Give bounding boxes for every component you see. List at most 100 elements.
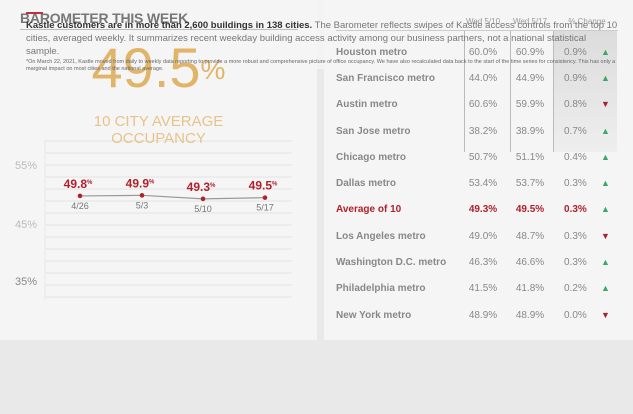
table-row: Houston metro 60.0% 60.9% 0.9% ▲ (324, 47, 633, 67)
data-label: 49.3% (187, 180, 216, 194)
value-5-10: 48.9% (468, 310, 498, 321)
data-point (200, 196, 206, 202)
table-row: Washington D.C. metro 46.3% 46.6% 0.3% ▲ (324, 257, 633, 277)
metro-name: New York metro (336, 310, 412, 321)
value-5-10: 44.0% (468, 73, 498, 84)
y-tick-label: 35% (15, 276, 37, 288)
footnote: *On March 22, 2021, Kastle moved from da… (26, 59, 616, 72)
series-line (79, 194, 266, 200)
change-value: 0.2% (564, 283, 587, 294)
table-row: Austin metro 60.6% 59.9% 0.8% ▼ (324, 99, 633, 119)
data-label-value: 49.8 (64, 177, 88, 191)
metro-name: San Jose metro (336, 126, 411, 137)
value-5-17: 53.7% (515, 178, 545, 189)
value-5-17: 51.1% (515, 152, 545, 163)
table-row: Dallas metro 53.4% 53.7% 0.3% ▲ (324, 178, 633, 198)
big-value: 49.5 (91, 36, 201, 99)
arrow-up-icon: ▲ (601, 283, 610, 293)
data-label-unit: % (149, 179, 155, 185)
arrow-up-icon: ▲ (601, 257, 610, 267)
change-value: 0.3% (564, 204, 587, 215)
col-divider (464, 31, 465, 152)
col-divider (553, 31, 554, 152)
col-divider (510, 31, 511, 152)
metro-name: San Francisco metro (336, 73, 435, 84)
value-5-10: 53.4% (468, 178, 498, 189)
occupancy-line-chart: 55% 45% 35% 49.8% 4/26 49.9% 5/3 49.3% 5/10 49.5%… (15, 140, 292, 300)
change-value: 0.4% (564, 152, 587, 163)
data-point (262, 195, 268, 200)
value-5-10: 46.3% (468, 257, 498, 268)
value-5-17: 59.9% (515, 99, 545, 110)
change-column-shade (553, 31, 617, 152)
data-point (77, 193, 83, 199)
divider (20, 29, 298, 30)
data-label-value: 49.3 (187, 180, 211, 194)
metro-name: Chicago metro (336, 152, 407, 163)
accent-bar (26, 12, 43, 14)
value-5-17: 49.5% (515, 204, 545, 215)
barometer-panel: BAROMETER THIS WEEK 55% 45% 35% 49.8% 4/26 49… (0, 0, 317, 340)
value-5-10: 49.0% (468, 231, 498, 242)
footer-bold: Kastle customers are in more than 2,600 … (26, 20, 313, 31)
y-tick-label: 45% (15, 219, 37, 231)
panel-title: BAROMETER THIS WEEK (20, 10, 189, 26)
arrow-up-icon: ▲ (601, 152, 610, 162)
metro-name: Dallas metro (336, 178, 397, 189)
change-value: 0.3% (564, 257, 587, 268)
value-5-10: 38.2% (468, 126, 498, 137)
value-5-10: 60.6% (468, 99, 498, 110)
metro-table-panel: Wed 5/10 Wed 5/17 % Change Houston metro… (324, 0, 633, 340)
header-divider (336, 30, 618, 31)
value-5-17: 60.9% (515, 47, 545, 58)
value-5-17: 41.8% (515, 283, 545, 294)
change-value: 0.3% (564, 231, 587, 242)
data-label: 49.9% (126, 176, 155, 190)
average-occupancy-value: 49.5% (0, 38, 317, 98)
value-5-17: 44.9% (515, 73, 545, 84)
value-5-10: 50.7% (468, 152, 498, 163)
subtitle: 10 CITY AVERAGE OCCUPANCY (0, 113, 317, 147)
table-row: San Francisco metro 44.0% 44.9% 0.9% ▲ (324, 73, 633, 93)
arrow-down-icon: ▼ (601, 99, 610, 109)
table-row: Philadelphia metro 41.5% 41.8% 0.2% ▲ (324, 283, 633, 303)
arrow-up-icon: ▲ (601, 73, 610, 83)
metro-name: Philadelphia metro (336, 283, 426, 294)
arrow-up-icon: ▲ (601, 47, 610, 57)
metro-name: Houston metro (336, 47, 408, 58)
change-value: 0.9% (564, 47, 587, 58)
value-5-17: 46.6% (515, 257, 545, 268)
metro-name: Washington D.C. metro (336, 257, 447, 268)
x-tick-label: 5/17 (256, 203, 274, 213)
data-label-value: 49.9 (126, 176, 150, 190)
value-5-10: 60.0% (468, 47, 498, 58)
table-row: Los Angeles metro 49.0% 48.7% 0.3% ▼ (324, 231, 633, 251)
arrow-down-icon: ▼ (601, 231, 610, 241)
arrow-up-icon: ▲ (601, 178, 610, 188)
arrow-down-icon: ▼ (601, 310, 610, 320)
table-row: New York metro 48.9% 48.9% 0.0% ▼ (324, 310, 633, 330)
header-wed-5-10: Wed 5/10 (465, 17, 501, 26)
data-label-value: 49.5 (249, 179, 273, 193)
y-tick-label: 55% (15, 160, 37, 172)
x-tick-label: 4/26 (71, 201, 89, 211)
metro-name: Los Angeles metro (336, 231, 426, 242)
table-row: Chicago metro 50.7% 51.1% 0.4% ▲ (324, 152, 633, 172)
table-row: Average of 10 49.3% 49.5% 0.3% ▲ (324, 204, 633, 224)
footer-text: Kastle customers are in more than 2,600 … (26, 19, 619, 58)
header-change: % Change (568, 17, 606, 26)
x-tick-label: 5/3 (136, 200, 149, 210)
subtitle-line1: 10 CITY AVERAGE (93, 113, 224, 130)
big-unit: % (200, 54, 226, 85)
data-point (139, 193, 145, 198)
value-5-17: 48.7% (515, 231, 545, 242)
subtitle-line2: OCCUPANCY (111, 130, 206, 147)
data-label: 49.8% (64, 177, 93, 191)
x-tick-label: 5/10 (194, 204, 212, 214)
header-wed-5-17: Wed 5/17 (512, 17, 548, 26)
data-label: 49.5% (249, 179, 278, 193)
data-label-unit: % (210, 183, 216, 189)
value-5-10: 41.5% (468, 283, 498, 294)
change-value: 0.9% (564, 73, 587, 84)
change-value: 0.7% (564, 126, 587, 137)
